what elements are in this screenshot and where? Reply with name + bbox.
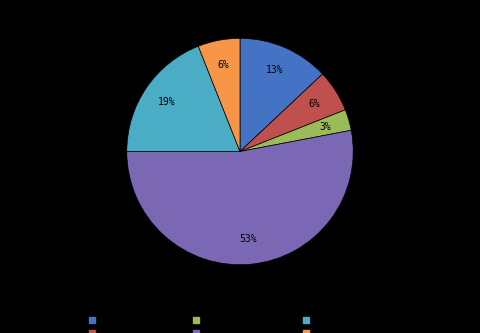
Wedge shape: [127, 130, 353, 265]
Text: 6%: 6%: [309, 99, 321, 109]
Text: 19%: 19%: [158, 97, 176, 107]
Text: 6%: 6%: [217, 60, 229, 70]
Legend: Wages & Salaries, Employee Benefits, Operating Expenses, Safety Net, Grants & Su: Wages & Salaries, Employee Benefits, Ope…: [87, 314, 393, 333]
Wedge shape: [198, 38, 240, 152]
Wedge shape: [240, 38, 323, 152]
Text: 13%: 13%: [266, 66, 284, 76]
Wedge shape: [127, 46, 240, 152]
Text: 53%: 53%: [240, 234, 257, 244]
Wedge shape: [240, 110, 351, 152]
Wedge shape: [240, 74, 345, 152]
Text: 3%: 3%: [319, 122, 331, 132]
